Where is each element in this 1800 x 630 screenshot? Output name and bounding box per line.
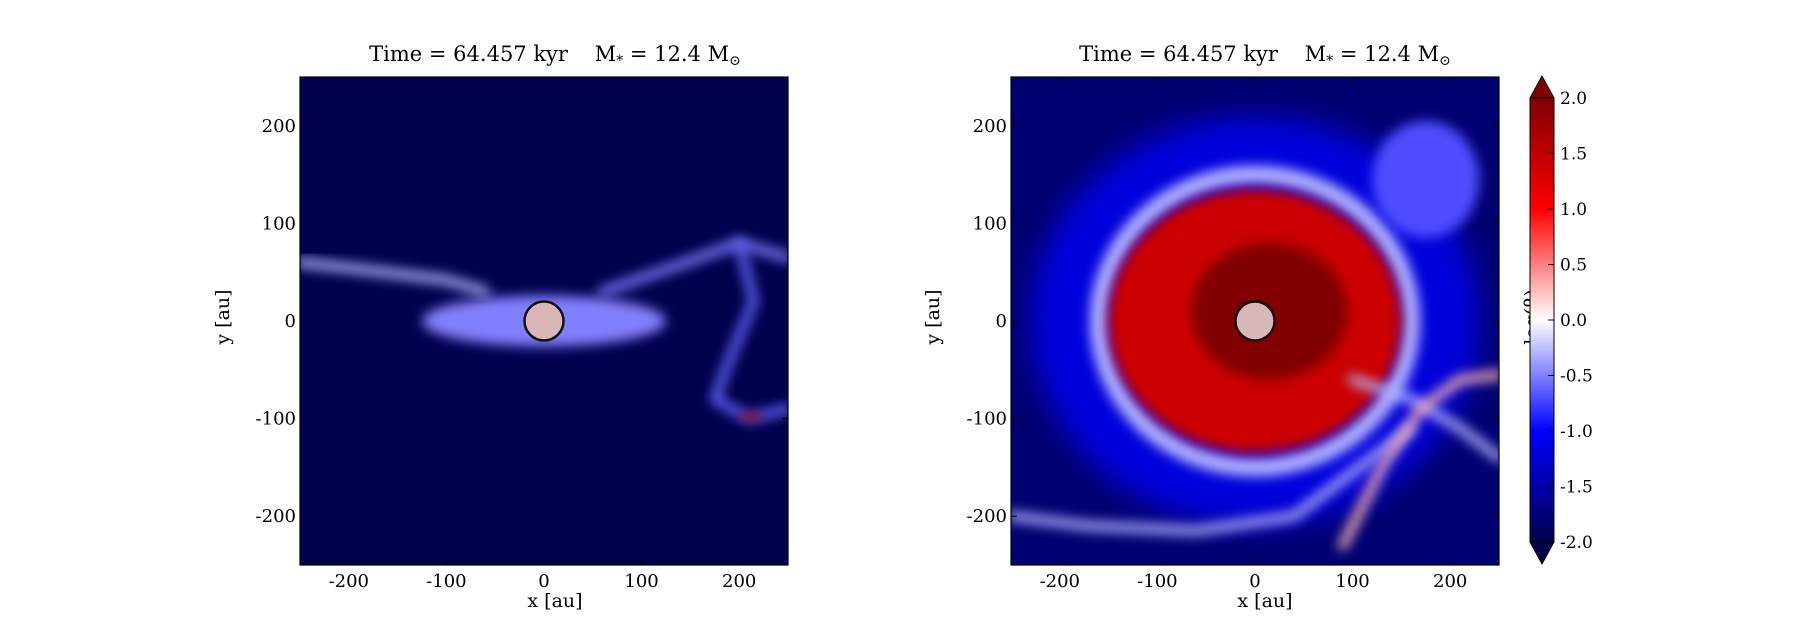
heatmap-filament [300,257,490,297]
panel-2-heatmap: -200 -100 0 100 200 -200 -100 0 100 200 [967,76,1500,592]
y-tick-label: -100 [967,409,1007,430]
colorbar-extend-max [1529,74,1555,99]
heatmap-filament [1011,423,1416,536]
x-tick-label: 100 [1335,571,1369,592]
y-tick-label: -100 [256,409,296,430]
y-tick-label: -200 [256,506,296,527]
panel-2-title-mass-value: = 12.4 M [1339,42,1440,66]
y-tick-label: 200 [262,116,296,137]
panel-2-title-solar-symbol: ⊙ [1439,53,1451,69]
heatmap-patch [1372,120,1480,239]
y-tick-label: 200 [973,116,1007,137]
x-tick-label: 100 [624,571,658,592]
panel-1-title-time: Time = 64.457 kyr [369,42,568,66]
x-tick-label: 200 [1433,571,1467,592]
panel-2-x-axis-label: x [au] [1237,590,1293,612]
x-tick-label: -200 [329,571,369,592]
panel-2-title-mass-symbol: M [1304,42,1327,66]
x-tick-label: 0 [538,571,549,592]
panel-2-title-time: Time = 64.457 kyr [1079,42,1278,66]
panel-2-title-mass-subscript: * [1326,53,1334,69]
heatmap-filament [1348,375,1499,463]
y-tick-label: 100 [262,213,296,234]
colorbar-tick-label: 0.0 [1560,311,1587,331]
x-tick-label: 200 [722,571,756,592]
colorbar-tick-label: 1.5 [1560,145,1587,165]
central-star-marker [1234,300,1276,342]
x-tick-label: -100 [426,571,466,592]
colorbar-tick-label: -2.0 [1560,533,1593,553]
central-star-marker [523,300,565,342]
heatmap-filament [598,238,788,297]
panel-1-title-mass-symbol: M [594,42,617,66]
colorbar-tick-label: -1.5 [1560,478,1593,498]
colorbar-extend-min [1529,541,1555,566]
heatmap-filament [1338,370,1499,550]
colorbar: 2.0 1.5 1.0 0.5 0.0 -0.5 -1.0 -1.5 -2.0 [1529,74,1593,566]
heatmap-ring [1089,165,1421,477]
panel-1-title-mass-subscript: * [616,53,624,69]
panel-2-title: Time = 64.457 kyr M* = 12.4 M⊙ [1015,42,1515,69]
x-tick-label: -100 [1137,571,1177,592]
x-tick-label: 0 [1249,571,1260,592]
panel-1-title: Time = 64.457 kyr M* = 12.4 M⊙ [305,42,805,69]
colorbar-tick-label: 2.0 [1560,89,1587,109]
y-tick-label: 100 [973,213,1007,234]
colorbar-tick-label: -1.0 [1560,422,1593,442]
colorbar-tick-label: -0.5 [1560,367,1593,387]
y-tick-label: 0 [996,311,1007,332]
colorbar-tick-label: 1.0 [1560,200,1587,220]
panel-1-heatmap: -200 -100 0 100 200 -200 -100 0 100 200 [256,76,789,592]
colorbar-tick-label: 0.5 [1560,256,1587,276]
panel-1-title-solar-symbol: ⊙ [729,53,741,69]
x-tick-label: -200 [1040,571,1080,592]
y-tick-label: -200 [967,506,1007,527]
panel-1-x-axis-label: x [au] [527,590,583,612]
panel-1-title-mass-value: = 12.4 M [629,42,730,66]
heatmap-blob [741,411,761,422]
y-tick-label: 0 [285,311,296,332]
